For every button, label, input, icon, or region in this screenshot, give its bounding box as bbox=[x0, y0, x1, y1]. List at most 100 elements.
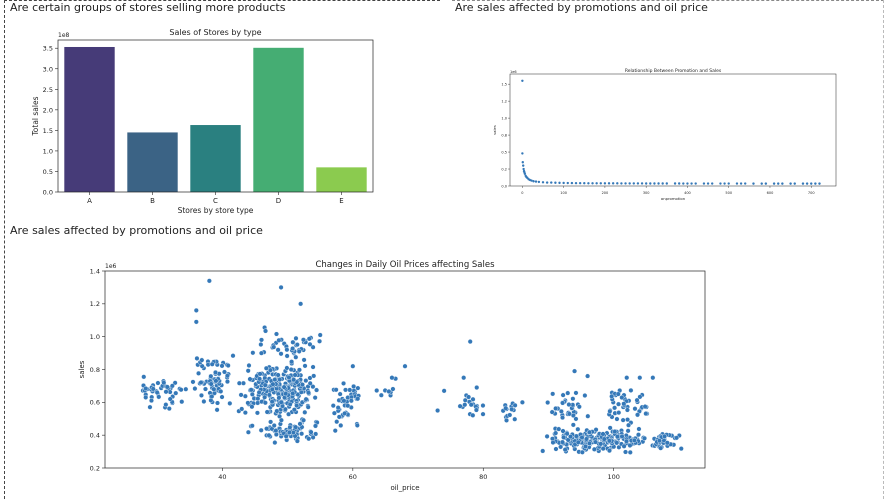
scatter-point bbox=[694, 182, 697, 185]
scatter-point bbox=[470, 412, 476, 418]
y-tick-label: 1.5 bbox=[43, 127, 53, 135]
scatter-point bbox=[278, 417, 284, 423]
scatter-point bbox=[230, 353, 236, 359]
scatter-point bbox=[297, 421, 303, 427]
scatter-point bbox=[166, 406, 172, 412]
y-tick-label: 0.6 bbox=[90, 399, 100, 407]
chart-title: Sales of Stores by type bbox=[169, 28, 261, 37]
scatter-point bbox=[719, 182, 722, 185]
scatter-point bbox=[263, 365, 269, 371]
scatter-point bbox=[612, 429, 618, 435]
x-tick-label: 100 bbox=[560, 191, 567, 195]
scatter-point bbox=[435, 408, 441, 414]
scatter-point bbox=[300, 337, 306, 343]
scatter-point bbox=[509, 406, 515, 412]
scatter-point bbox=[341, 380, 347, 386]
scatter-point bbox=[310, 434, 316, 440]
scatter-point bbox=[462, 402, 468, 408]
scatter-point bbox=[173, 390, 179, 396]
y-axis-label: sales bbox=[78, 360, 86, 378]
scatter-point bbox=[678, 446, 684, 452]
scatter-point bbox=[545, 181, 549, 184]
scatter-point bbox=[564, 431, 570, 437]
scatter-point bbox=[583, 182, 586, 185]
scatter-point bbox=[612, 405, 618, 411]
scatter-point bbox=[273, 428, 279, 434]
scatter-point bbox=[586, 429, 592, 435]
scatter-point bbox=[266, 432, 272, 438]
scatter-point bbox=[614, 434, 620, 440]
scatter-point bbox=[810, 182, 813, 185]
y-tick-label: 1.0 bbox=[43, 147, 53, 155]
scatter-chart-promotion: 0 100 200 300 400 500 600 700 0.0 0.2 0.5 0.8 1.0 1.2… bbox=[492, 68, 837, 201]
scatter-point bbox=[777, 182, 780, 185]
scatter-point bbox=[258, 427, 264, 433]
scatter-point bbox=[441, 388, 447, 394]
scatter-point bbox=[239, 406, 245, 412]
scatter-point bbox=[246, 362, 252, 368]
scatter-point bbox=[621, 443, 627, 449]
scatter-point bbox=[461, 375, 467, 381]
scatter-point bbox=[317, 332, 323, 338]
x-tick-label: 400 bbox=[684, 191, 691, 195]
scatter-point bbox=[282, 406, 288, 412]
plot-frame bbox=[57, 39, 374, 193]
scatter-point bbox=[276, 395, 282, 401]
scatter-point bbox=[583, 436, 589, 442]
scatter-point bbox=[348, 398, 354, 404]
scatter-point bbox=[626, 422, 632, 428]
scatter-point bbox=[164, 384, 170, 390]
scatter-point bbox=[342, 410, 348, 416]
scatter-point bbox=[607, 425, 613, 431]
scatter-point bbox=[293, 424, 299, 430]
y-tick-label: 1.0 bbox=[501, 116, 507, 120]
scatter-point bbox=[221, 369, 227, 375]
scatter-point bbox=[336, 414, 342, 420]
scatter-point bbox=[276, 337, 282, 343]
scatter-point bbox=[686, 182, 689, 185]
scatter-point bbox=[727, 182, 730, 185]
scatter-point bbox=[213, 378, 219, 384]
scatter-point bbox=[656, 438, 662, 444]
scatter-point bbox=[636, 182, 640, 185]
scatter-point bbox=[332, 428, 338, 434]
y-axis-label: sales bbox=[492, 125, 497, 135]
scatter-point bbox=[468, 402, 474, 408]
scatter-point bbox=[624, 407, 630, 413]
y-tick-label: 0.5 bbox=[501, 150, 507, 154]
scatter-point bbox=[457, 403, 463, 409]
scatter-point bbox=[224, 379, 230, 385]
scatter-point bbox=[560, 439, 566, 445]
scatter-point bbox=[270, 381, 276, 387]
scatter-point bbox=[537, 180, 541, 184]
scatter-point bbox=[272, 377, 278, 383]
scatter-point bbox=[310, 364, 316, 370]
scatter-point bbox=[480, 403, 486, 409]
scatter-point bbox=[534, 180, 538, 183]
scatter-point bbox=[609, 393, 615, 399]
scatter-point bbox=[208, 373, 214, 379]
scatter-point bbox=[575, 426, 581, 432]
x-tick-label: 0 bbox=[521, 191, 523, 195]
scatter-point bbox=[570, 413, 576, 419]
scatter-point bbox=[266, 392, 272, 398]
scatter-point bbox=[293, 335, 299, 341]
x-tick-label: B bbox=[150, 197, 155, 205]
scatter-point bbox=[550, 440, 556, 446]
scatter-point bbox=[519, 399, 525, 405]
scatter-point bbox=[550, 391, 556, 397]
scatter-point bbox=[781, 182, 784, 185]
scatter-point bbox=[640, 182, 644, 185]
scatter-point bbox=[664, 440, 670, 446]
scatter-point bbox=[154, 389, 160, 395]
y-offset-label: 1e6 bbox=[510, 70, 517, 74]
scatter-point bbox=[606, 448, 612, 454]
scatter-point bbox=[355, 396, 361, 402]
scatter-point bbox=[644, 182, 648, 185]
scatter-point bbox=[402, 363, 408, 369]
scatter-point bbox=[192, 386, 198, 392]
scatter-point bbox=[347, 387, 353, 393]
scatter-point bbox=[560, 392, 566, 398]
scatter-point bbox=[225, 363, 231, 369]
scatter-point bbox=[649, 182, 652, 185]
